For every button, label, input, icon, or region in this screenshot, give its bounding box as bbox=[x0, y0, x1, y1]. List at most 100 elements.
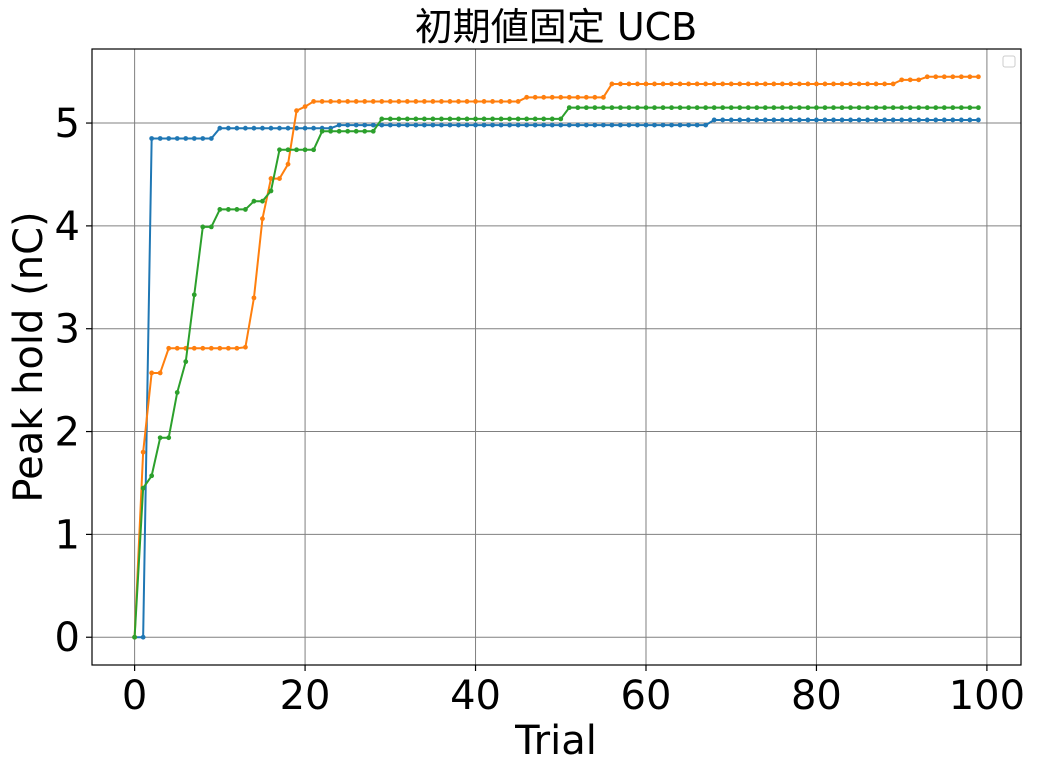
data-point bbox=[967, 117, 973, 123]
data-point bbox=[439, 116, 444, 122]
data-point bbox=[217, 207, 223, 212]
data-point bbox=[720, 105, 726, 111]
data-point bbox=[183, 359, 189, 365]
data-point bbox=[907, 77, 913, 83]
data-point bbox=[481, 122, 487, 128]
data-point bbox=[345, 128, 351, 134]
data-point bbox=[566, 105, 572, 111]
data-point bbox=[907, 105, 913, 111]
data-point bbox=[336, 99, 342, 104]
data-point bbox=[140, 485, 146, 491]
data-point bbox=[941, 105, 947, 111]
data-point bbox=[456, 122, 461, 128]
data-point bbox=[430, 116, 436, 122]
data-point bbox=[243, 344, 248, 350]
data-point bbox=[839, 117, 845, 123]
data-point bbox=[805, 105, 811, 111]
data-point bbox=[208, 136, 214, 141]
data-point bbox=[805, 117, 811, 123]
data-point bbox=[421, 116, 427, 122]
data-point bbox=[779, 105, 785, 111]
data-point bbox=[532, 116, 538, 122]
data-point bbox=[618, 105, 623, 111]
data-point bbox=[592, 94, 598, 100]
data-point bbox=[686, 105, 692, 111]
data-point bbox=[694, 81, 700, 87]
data-point bbox=[814, 117, 819, 123]
data-point bbox=[754, 105, 760, 111]
data-point bbox=[660, 105, 666, 111]
data-point bbox=[507, 116, 513, 122]
data-point bbox=[149, 370, 155, 376]
data-point bbox=[157, 370, 163, 376]
data-point bbox=[660, 81, 666, 87]
data-point bbox=[762, 81, 768, 87]
data-point bbox=[856, 81, 862, 87]
x-tick-label: 0 bbox=[122, 673, 147, 719]
data-point bbox=[958, 74, 964, 80]
data-point bbox=[157, 136, 163, 141]
data-point bbox=[575, 105, 581, 111]
data-point bbox=[583, 105, 589, 111]
data-point bbox=[890, 105, 896, 111]
data-point bbox=[294, 125, 299, 131]
data-point bbox=[294, 147, 299, 153]
data-point bbox=[831, 81, 836, 87]
data-point bbox=[140, 634, 146, 640]
data-point bbox=[217, 125, 223, 131]
data-point bbox=[797, 105, 802, 111]
data-point bbox=[294, 108, 299, 114]
series-layer bbox=[132, 74, 981, 640]
data-point bbox=[660, 122, 666, 128]
data-point bbox=[899, 117, 905, 123]
data-point bbox=[362, 122, 368, 128]
data-point bbox=[865, 105, 870, 111]
data-point bbox=[549, 122, 555, 128]
data-point bbox=[941, 74, 947, 80]
data-point bbox=[967, 74, 973, 80]
y-tick-label: 5 bbox=[55, 101, 80, 147]
data-point bbox=[200, 136, 206, 141]
data-point bbox=[345, 122, 351, 128]
data-point bbox=[387, 116, 393, 122]
data-point bbox=[208, 224, 214, 230]
data-point bbox=[370, 128, 376, 134]
data-point bbox=[737, 117, 743, 123]
data-point bbox=[626, 122, 632, 128]
data-point bbox=[132, 634, 138, 640]
series-line bbox=[133, 106, 979, 638]
data-point bbox=[260, 198, 265, 204]
data-point bbox=[635, 105, 640, 111]
data-point bbox=[268, 188, 274, 194]
data-point bbox=[643, 122, 649, 128]
data-point bbox=[404, 122, 410, 128]
data-point bbox=[745, 81, 751, 87]
data-point bbox=[481, 99, 487, 104]
data-point bbox=[975, 74, 981, 80]
data-point bbox=[916, 117, 922, 123]
data-point bbox=[481, 116, 487, 122]
data-point bbox=[404, 99, 410, 104]
data-point bbox=[958, 105, 964, 111]
data-point bbox=[387, 122, 393, 128]
data-point bbox=[575, 122, 581, 128]
data-point bbox=[541, 116, 547, 122]
data-point bbox=[260, 216, 265, 222]
data-point bbox=[370, 122, 376, 128]
data-point bbox=[464, 116, 470, 122]
data-point bbox=[379, 122, 385, 128]
data-point bbox=[643, 105, 649, 111]
data-point bbox=[626, 81, 632, 87]
data-point bbox=[328, 99, 334, 104]
data-point bbox=[541, 122, 547, 128]
data-point bbox=[694, 122, 700, 128]
data-point bbox=[788, 117, 794, 123]
x-tick-label: 100 bbox=[949, 673, 1025, 719]
data-point bbox=[311, 147, 316, 153]
data-point bbox=[404, 116, 410, 122]
data-point bbox=[643, 81, 649, 87]
data-point bbox=[421, 99, 427, 104]
data-point bbox=[362, 128, 368, 134]
data-point bbox=[669, 105, 674, 111]
series-3 bbox=[132, 105, 981, 640]
